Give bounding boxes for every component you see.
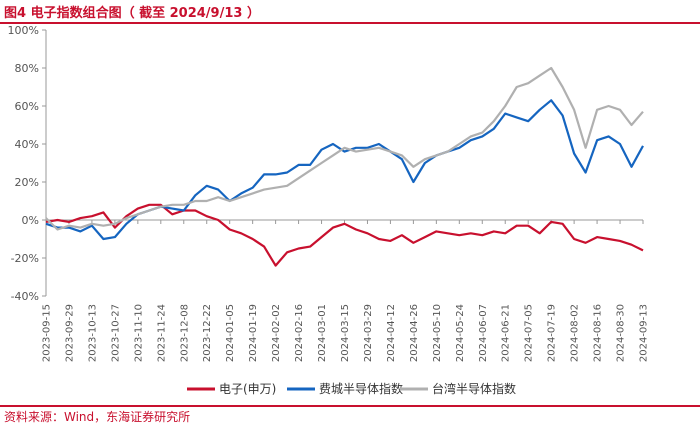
- x-tick-label: 2024-06-07: [478, 304, 489, 362]
- x-tick-label: 2024-02-16: [294, 304, 305, 362]
- figure-title: 图4 电子指数组合图（ 截至 2024/9/13 ）: [4, 6, 260, 21]
- x-axis: 2023-09-15 2023-09-29 2023-10-13 2023-10-27…: [42, 219, 650, 362]
- y-tick-label: 60%: [15, 100, 39, 113]
- source-divider: [0, 405, 700, 407]
- series-lines: [45, 66, 644, 267]
- x-tick-label: 2024-08-16: [593, 304, 604, 362]
- y-tick-label: 40%: [15, 138, 39, 151]
- x-tick-label: 2024-03-01: [317, 304, 328, 362]
- x-tick-label: 2024-06-21: [501, 304, 512, 362]
- y-tick-label: 100%: [8, 24, 39, 37]
- series-line-shenwan-electronics: [45, 203, 644, 267]
- x-tick-label: 2023-10-27: [110, 304, 121, 362]
- x-tick-label: 2023-09-29: [64, 304, 75, 362]
- x-tick-label: 2024-07-19: [547, 304, 558, 362]
- x-tick-label: 2024-08-02: [570, 304, 581, 362]
- x-tick-label: 2024-08-30: [616, 304, 627, 362]
- x-tick-label: 2024-03-29: [363, 304, 374, 362]
- x-tick-label: 2024-07-05: [524, 304, 535, 362]
- x-tick-label: 2023-09-15: [42, 304, 53, 362]
- x-tick-label: 2024-09-13: [639, 304, 650, 362]
- y-tick-label: 0%: [22, 214, 39, 227]
- x-tick-label: 2024-01-19: [248, 304, 259, 362]
- title-divider: [0, 22, 700, 24]
- y-axis: 100% 80% 60% 40% 20% 0% -20% -40%: [8, 24, 47, 303]
- y-tick-label: 80%: [15, 62, 39, 75]
- legend: 电子(申万) 费城半导体指数 台湾半导体指数: [187, 381, 516, 396]
- x-tick-label: 2023-11-10: [133, 304, 144, 362]
- x-tick-label: 2023-10-13: [87, 304, 98, 362]
- source-note: 资料来源：Wind，东海证券研究所: [4, 410, 191, 424]
- x-tick-label: 2024-05-10: [432, 304, 443, 362]
- x-tick-label: 2024-04-12: [386, 304, 397, 362]
- x-tick-label: 2024-03-15: [340, 304, 351, 362]
- x-tick-label: 2024-05-24: [455, 304, 466, 362]
- x-tick-label: 2024-02-02: [271, 304, 282, 362]
- y-tick-label: -20%: [11, 252, 39, 265]
- legend-label: 台湾半导体指数: [432, 381, 516, 396]
- x-tick-label: 2024-01-05: [225, 304, 236, 362]
- legend-label: 费城半导体指数: [319, 381, 403, 396]
- series-line-sox: [45, 99, 644, 241]
- x-tick-label: 2024-04-26: [409, 304, 420, 362]
- x-tick-label: 2023-12-08: [179, 304, 190, 362]
- y-tick-label: -40%: [11, 290, 39, 303]
- y-tick-label: 20%: [15, 176, 39, 189]
- series-line-taiwan-semi: [45, 66, 644, 231]
- legend-label: 电子(申万): [219, 382, 276, 396]
- x-tick-label: 2023-11-24: [156, 304, 167, 362]
- x-tick-label: 2023-12-22: [202, 304, 213, 362]
